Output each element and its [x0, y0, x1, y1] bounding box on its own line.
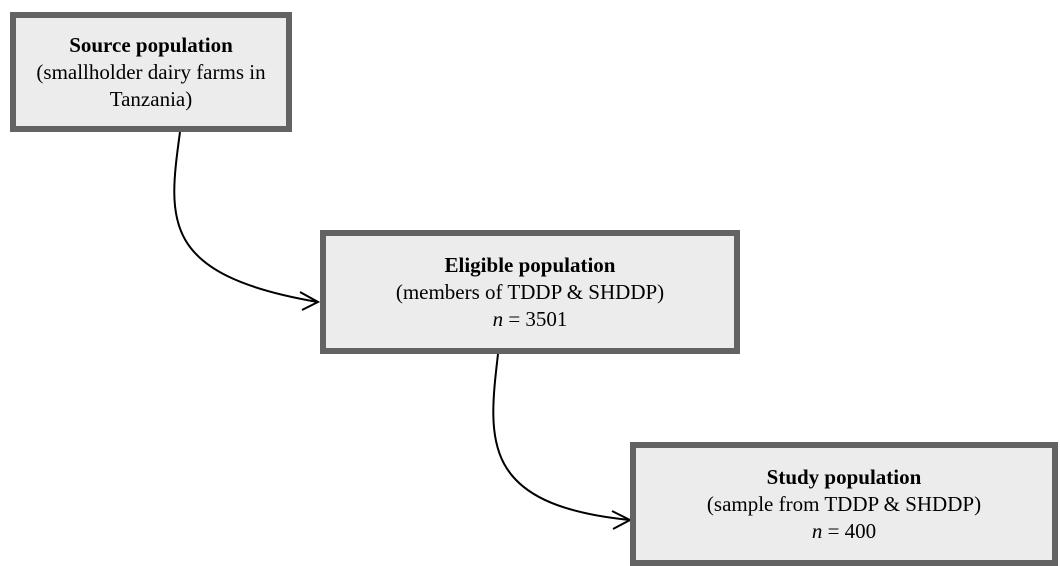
node-description: (smallholder dairy farms in Tanzania)	[36, 59, 266, 111]
node-title: Source population	[69, 32, 233, 57]
size-symbol: n	[492, 306, 504, 331]
node-size: n = 400	[812, 518, 876, 545]
node: Study population (sample from TDDP & SHD…	[630, 442, 1058, 566]
node: Source population (smallholder dairy far…	[10, 12, 292, 132]
node-description: (sample from TDDP & SHDDP)	[706, 491, 982, 516]
node-description: (members of TDDP & SHDDP)	[395, 279, 665, 304]
arrow	[492, 353, 631, 521]
size-symbol: n	[811, 518, 823, 543]
size-text: = 400	[827, 518, 877, 543]
arrow	[173, 131, 319, 303]
node: Eligible population (members of TDDP & S…	[320, 230, 740, 354]
arrowhead	[299, 291, 321, 311]
size-text: = 3501	[508, 306, 568, 331]
node-title: Eligible population	[444, 252, 616, 277]
node-size: n = 3501	[493, 306, 568, 333]
node-title: Study population	[766, 464, 922, 489]
